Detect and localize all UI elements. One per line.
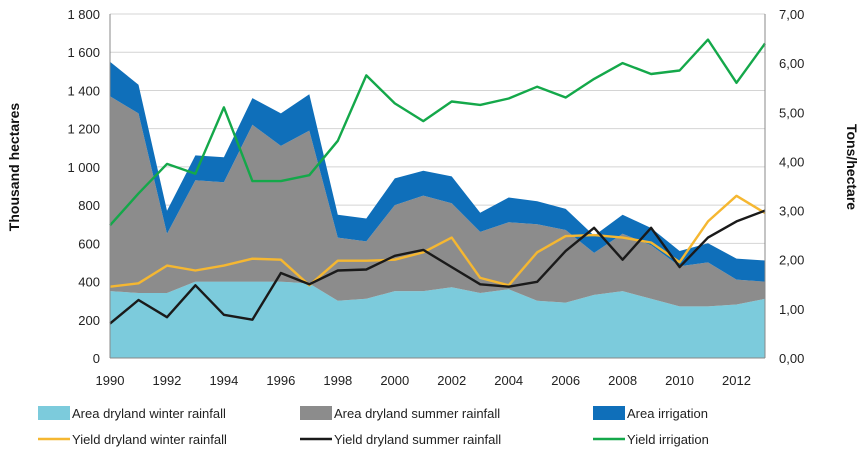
line-yield-irrigation [109,38,766,227]
legend-label: Area irrigation [627,406,708,421]
x-tick-label: 2002 [437,373,466,388]
right-tick-label: 7,00 [779,7,804,22]
legend-swatch [593,406,625,420]
x-tick-label: 1996 [266,373,295,388]
legend-label: Area dryland winter rainfall [72,406,226,421]
legend-label: Area dryland summer rainfall [334,406,500,421]
x-tick-label: 2000 [380,373,409,388]
left-tick-label: 1 200 [67,122,100,137]
x-tick-label: 1990 [96,373,125,388]
right-tick-label: 6,00 [779,56,804,71]
line-yield-dryland-summer-rainfall [109,209,766,325]
area-series-group [110,61,765,358]
x-tick-label: 2006 [551,373,580,388]
left-tick-label: 200 [78,313,100,328]
legend-entry-area-irrigation: Area irrigation [593,406,708,421]
left-tick-label: 400 [78,275,100,290]
left-tick-label: 1 600 [67,45,100,60]
right-tick-label: 5,00 [779,105,804,120]
left-tick-label: 0 [93,351,100,366]
x-tick-label: 2012 [722,373,751,388]
right-tick-label: 0,00 [779,351,804,366]
right-axis-title: Tons/hectare [844,124,860,210]
left-tick-label: 1 800 [67,7,100,22]
left-axis-title: Thousand hectares [6,103,22,232]
x-tick-label: 1998 [323,373,352,388]
area-area-dryland-summer-rainfall [110,96,765,307]
left-tick-label: 800 [78,198,100,213]
left-tick-label: 600 [78,236,100,251]
legend-swatch [300,406,332,420]
x-tick-label: 1994 [209,373,238,388]
legend-entry-area-dryland-summer-rainfall: Area dryland summer rainfall [300,406,500,421]
x-tick-label: 2010 [665,373,694,388]
right-tick-label: 4,00 [779,154,804,169]
area-area-irrigation [110,61,765,282]
x-tick-label: 2004 [494,373,523,388]
right-tick-label: 2,00 [779,253,804,268]
axes: 0 200 400 600 800 1 000 1 200 1 400 1 600 1 800 0,… [67,7,804,388]
x-tick-label: 1992 [152,373,181,388]
line-series-group [109,38,766,325]
legend-entry-yield-irrigation: Yield irrigation [593,432,709,447]
legend-label: Yield dryland winter rainfall [72,432,227,447]
legend-label: Yield dryland summer rainfall [334,432,501,447]
legend-label: Yield irrigation [627,432,709,447]
right-tick-label: 3,00 [779,204,804,219]
left-tick-label: 1 400 [67,83,100,98]
legend: Area dryland winter rainfall Area dryland… [38,406,709,447]
right-tick-label: 1,00 [779,302,804,317]
x-tick-label: 2008 [608,373,637,388]
line-yield-dryland-winter-rainfall [109,194,766,288]
legend-entry-area-dryland-winter-rainfall: Area dryland winter rainfall [38,406,226,421]
area-area-dryland-winter-rainfall [110,281,765,358]
legend-swatch [38,406,70,420]
legend-entry-yield-dryland-summer-rainfall: Yield dryland summer rainfall [300,432,501,447]
legend-entry-yield-dryland-winter-rainfall: Yield dryland winter rainfall [38,432,227,447]
left-tick-label: 1 000 [67,160,100,175]
